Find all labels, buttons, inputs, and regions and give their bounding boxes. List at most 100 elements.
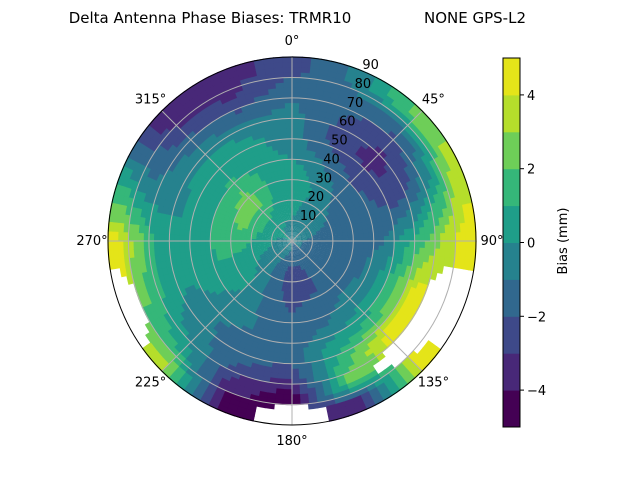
contour-cell bbox=[296, 215, 299, 222]
contour-cell bbox=[322, 235, 329, 239]
contour-cell bbox=[282, 254, 286, 261]
contour-cell bbox=[299, 87, 310, 94]
contour-cell bbox=[372, 249, 380, 256]
contour-cell bbox=[413, 227, 421, 236]
contour-cell bbox=[305, 247, 311, 252]
contour-cell bbox=[292, 241, 295, 247]
contour-cell bbox=[353, 168, 362, 177]
contour-cell bbox=[317, 191, 324, 199]
contour-cell bbox=[291, 302, 296, 309]
contour-cell bbox=[295, 281, 300, 288]
contour-cell bbox=[446, 159, 457, 172]
contour-cell bbox=[314, 285, 321, 292]
contour-cell bbox=[304, 279, 309, 286]
angle-tick-label: 0° bbox=[285, 34, 300, 49]
contour-cell bbox=[293, 245, 296, 252]
contour-cell bbox=[287, 312, 292, 319]
contour-cell bbox=[301, 217, 306, 224]
contour-cell bbox=[214, 386, 226, 396]
contour-cell bbox=[303, 123, 312, 131]
contour-cell bbox=[295, 260, 298, 267]
contour-cell bbox=[306, 144, 313, 152]
contour-cell bbox=[301, 236, 308, 239]
contour-cell bbox=[454, 223, 462, 234]
contour-cell bbox=[260, 283, 267, 291]
contour-cell bbox=[279, 280, 284, 287]
contour-cell bbox=[335, 252, 342, 258]
contour-cell bbox=[293, 250, 296, 257]
contour-cell bbox=[292, 81, 302, 88]
contour-cell bbox=[271, 362, 280, 369]
contour-cell bbox=[390, 372, 402, 383]
contour-cell bbox=[318, 276, 325, 284]
contour-cell bbox=[261, 295, 268, 303]
contour-cell bbox=[424, 117, 437, 130]
contour-cell bbox=[288, 256, 291, 262]
contour-cell bbox=[293, 281, 297, 288]
contour-cell bbox=[310, 257, 317, 263]
contour-cell bbox=[404, 234, 411, 242]
contour-cell bbox=[338, 62, 351, 72]
contour-cell bbox=[310, 211, 316, 218]
contour-cell bbox=[386, 90, 399, 102]
contour-cell bbox=[281, 259, 285, 266]
contour-cell bbox=[315, 248, 322, 253]
contour-cell bbox=[310, 276, 316, 283]
contour-cell bbox=[304, 220, 310, 226]
contour-cell bbox=[307, 223, 313, 229]
contour-cell bbox=[382, 250, 390, 257]
contour-cell bbox=[308, 216, 314, 223]
contour-cell bbox=[280, 264, 285, 271]
contour-cell bbox=[319, 253, 326, 258]
contour-cell bbox=[296, 226, 301, 233]
contour-cell bbox=[233, 383, 245, 393]
contour-cell bbox=[285, 348, 292, 355]
contour-cell bbox=[287, 317, 292, 324]
contour-cell bbox=[295, 174, 300, 181]
contour-cell bbox=[294, 245, 298, 251]
contour-cell bbox=[446, 148, 458, 161]
contour-cell bbox=[291, 343, 298, 349]
contour-cell bbox=[275, 284, 281, 291]
contour-cell bbox=[280, 275, 285, 282]
contour-cell bbox=[309, 67, 321, 75]
contour-cell bbox=[417, 290, 427, 301]
contour-cell bbox=[397, 91, 410, 103]
contour-cell bbox=[440, 232, 446, 243]
contour-cell bbox=[401, 216, 409, 225]
contour-cell bbox=[431, 263, 440, 273]
contour-cell bbox=[317, 237, 324, 240]
contour-cell bbox=[295, 163, 301, 170]
contour-cell bbox=[310, 218, 316, 225]
contour-cell bbox=[328, 219, 335, 225]
contour-cell bbox=[322, 244, 329, 247]
contour-cell bbox=[316, 257, 323, 263]
contour-cell bbox=[306, 232, 312, 236]
contour-cell bbox=[296, 342, 304, 349]
contour-cell bbox=[278, 274, 283, 282]
contour-cell bbox=[211, 390, 224, 401]
contour-cell bbox=[312, 286, 318, 294]
contour-cell bbox=[340, 367, 351, 376]
contour-cell bbox=[423, 254, 430, 264]
contour-cell bbox=[391, 218, 399, 226]
contour-cell bbox=[296, 243, 302, 248]
contour-cell bbox=[341, 106, 352, 116]
contour-cell bbox=[313, 261, 320, 267]
contour-cell bbox=[296, 220, 300, 227]
contour-cell bbox=[301, 148, 308, 156]
radial-tick-label: 80 bbox=[355, 77, 372, 92]
contour-cell bbox=[347, 363, 358, 373]
contour-cell bbox=[297, 301, 303, 308]
contour-cell bbox=[363, 232, 370, 238]
contour-cell bbox=[347, 262, 355, 269]
contour-cell bbox=[278, 357, 286, 365]
angle-tick-label: 45° bbox=[422, 93, 445, 108]
contour-cell bbox=[285, 265, 289, 272]
contour-cell bbox=[314, 225, 320, 230]
contour-cell bbox=[310, 249, 316, 254]
contour-cell bbox=[297, 128, 305, 135]
contour-cell bbox=[316, 203, 322, 210]
contour-cell bbox=[286, 327, 292, 334]
contour-cell bbox=[308, 319, 315, 327]
